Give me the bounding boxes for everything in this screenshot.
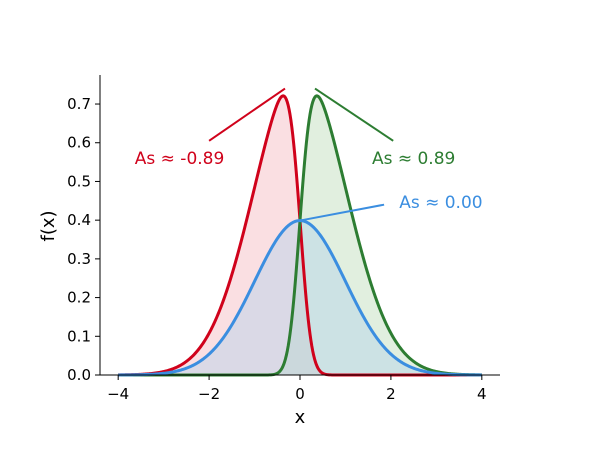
y-axis-label: f(x) xyxy=(38,210,59,241)
series-2-annotation-line xyxy=(299,203,385,222)
series-1-annotation-line xyxy=(314,87,394,142)
series-0-annotation-line xyxy=(208,87,286,142)
x-axis-label: x xyxy=(295,407,306,428)
x-tick-label: 4 xyxy=(477,385,487,403)
y-tick-label: 0.2 xyxy=(67,289,91,307)
x-tick-label: 2 xyxy=(386,385,396,403)
y-tick-label: 0.1 xyxy=(67,327,91,345)
series-1-annotation-label: As ≈ 0.89 xyxy=(372,149,455,169)
x-tick-label: −4 xyxy=(107,385,129,403)
axes: −4 −2 0 2 4 0.0 0.1 0.2 0.3 0.4 0.5 0.6 0.7 xyxy=(67,75,500,403)
y-tick-label: 0.4 xyxy=(67,211,91,229)
y-tick-label: 0.7 xyxy=(67,95,91,113)
series-2-area xyxy=(118,220,482,375)
y-tick-label: 0.3 xyxy=(67,250,91,268)
series-0-annotation-label: As ≈ -0.89 xyxy=(135,149,225,169)
annotations: As ≈ -0.89 As ≈ 0.89 As ≈ 0.00 xyxy=(135,87,483,222)
series-2-line xyxy=(117,219,483,377)
y-tick-label: 0.0 xyxy=(67,366,91,384)
x-tick-label: 0 xyxy=(295,385,305,403)
series-2-annotation-label: As ≈ 0.00 xyxy=(399,193,482,213)
y-tick-label: 0.5 xyxy=(67,172,91,190)
y-tick-label: 0.6 xyxy=(67,134,91,152)
x-tick-label: −2 xyxy=(198,385,220,403)
